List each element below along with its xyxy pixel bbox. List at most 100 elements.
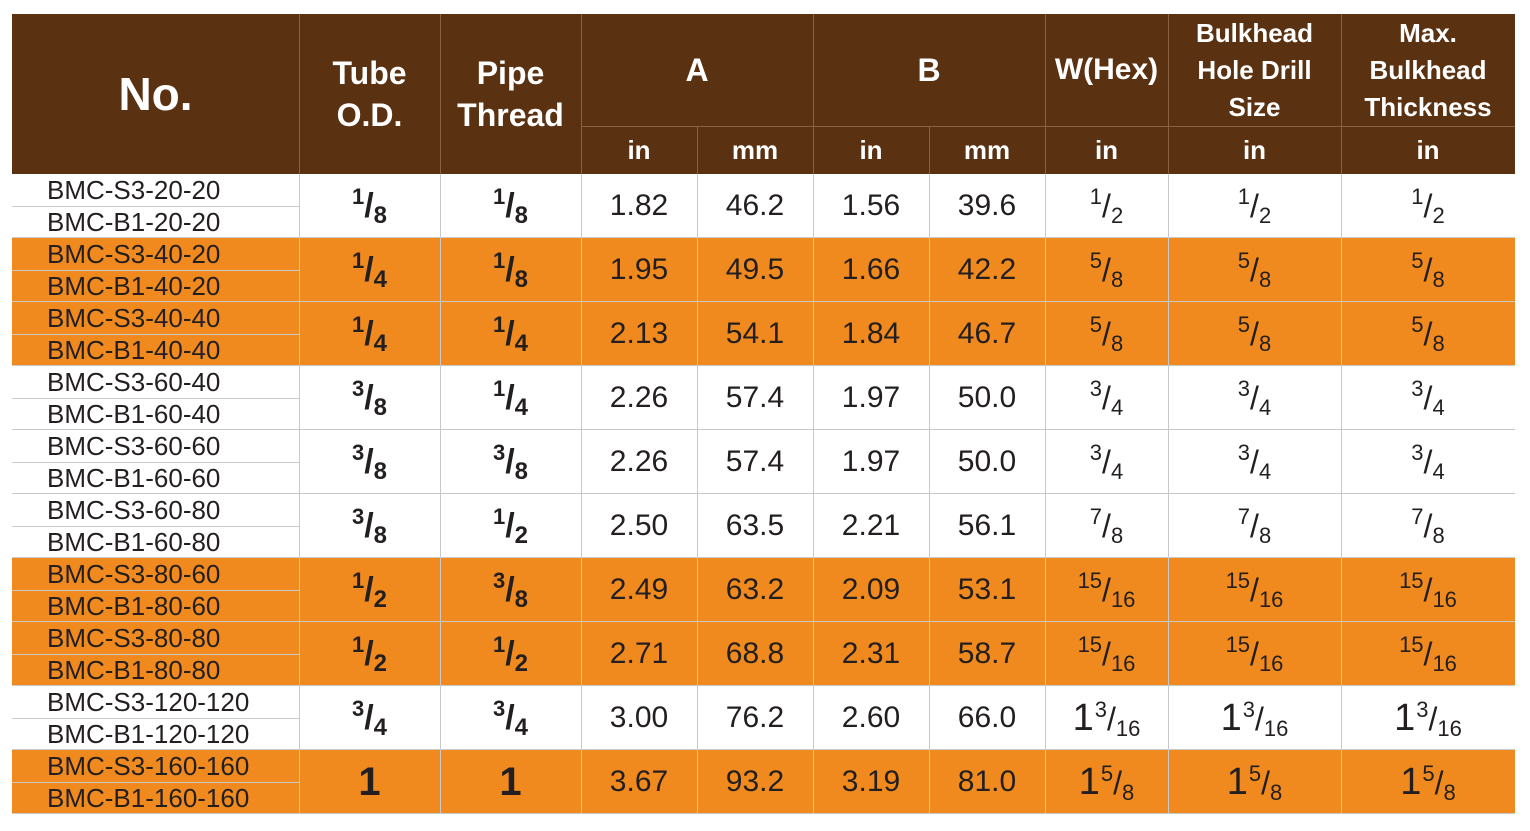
header-no: No. [12, 14, 299, 174]
cell-pipe: 1/4 [440, 302, 581, 366]
cell-pipe: 1/2 [440, 494, 581, 558]
fraction-value: 3/4 [351, 695, 388, 741]
cell-a-in: 2.49 [581, 558, 697, 622]
cell-hex: 1 5/8 [1045, 750, 1168, 814]
table-row: BMC-S3-160-160 BMC-B1-160-160 1 1 3.67 93.2 3.… [12, 750, 1515, 814]
cell-hex: 15/16 [1045, 622, 1168, 686]
cell-pipe: 1/4 [440, 366, 581, 430]
fraction-value: 1/2 [351, 631, 388, 677]
cell-b-in: 2.60 [813, 686, 929, 750]
part-number-s3: BMC-S3-60-80 [47, 495, 221, 525]
cell-b-in: 2.09 [813, 558, 929, 622]
cell-drill: 7/8 [1168, 494, 1341, 558]
cell-a-mm: 76.2 [697, 686, 813, 750]
table-row: BMC-S3-80-80 BMC-B1-80-80 1/2 1/2 2.71 68.8 2.… [12, 622, 1515, 686]
cell-b-mm: 66.0 [929, 686, 1045, 750]
cell-value: 81.0 [957, 765, 1017, 798]
cell-pipe: 3/8 [440, 430, 581, 494]
fraction-value: 3/4 [1237, 375, 1272, 420]
cell-thick: 3/4 [1341, 366, 1515, 430]
cell-value: 63.2 [725, 573, 785, 606]
cell-b-mm: 46.7 [929, 302, 1045, 366]
fraction-value: 7/8 [1411, 503, 1445, 548]
cell-b-in: 1.97 [813, 430, 929, 494]
fraction-value: 15/16 [1399, 567, 1457, 612]
unit-b-mm: mm [929, 126, 1045, 174]
cell-a-mm: 46.2 [697, 174, 813, 238]
cell-b-in: 1.97 [813, 366, 929, 430]
cell-b-in: 1.66 [813, 238, 929, 302]
table-row: BMC-S3-60-40 BMC-B1-60-40 3/8 1/4 2.26 57.4 1.… [12, 366, 1515, 430]
cell-hex: 7/8 [1045, 494, 1168, 558]
fraction-value: 1/8 [492, 183, 529, 229]
cell-tube: 1/2 [299, 622, 440, 686]
fraction-value: 3/4 [1089, 375, 1124, 420]
fraction-value: 15/16 [1225, 567, 1284, 612]
header-pipe-thread: Pipe Thread [440, 14, 581, 174]
cell-thick: 15/16 [1341, 622, 1515, 686]
header-pipe-thread-line1: Pipe [476, 55, 545, 91]
cell-b-mm: 56.1 [929, 494, 1045, 558]
cell-b-mm: 81.0 [929, 750, 1045, 814]
header-tube-od-line2: O.D. [336, 97, 403, 133]
cell-pipe: 3/8 [440, 558, 581, 622]
header-bulkhead-hole-line1: Bulkhead [1195, 17, 1314, 48]
cell-pipe: 1/8 [440, 238, 581, 302]
header-pipe-thread-line2: Thread [457, 97, 564, 133]
cell-hex: 5/8 [1045, 302, 1168, 366]
fitting-dimensions-table: No. Tube O.D. Pipe Thread A B W(Hex) Bul… [12, 14, 1515, 816]
cell-tube: 3/8 [299, 430, 440, 494]
cell-value: 39.6 [957, 189, 1017, 222]
header-bulkhead-hole-line2: Hole Drill [1197, 54, 1312, 85]
header-max-bulkhead-line3: Thickness [1364, 91, 1492, 122]
fraction-value: 15/16 [1077, 567, 1136, 612]
part-number-b1: BMC-B1-60-80 [47, 527, 221, 557]
cell-tube: 1/2 [299, 558, 440, 622]
cell-tube: 1/4 [299, 238, 440, 302]
part-number-b1: BMC-B1-40-40 [47, 335, 221, 365]
table-row: BMC-S3-120-120 BMC-B1-120-120 3/4 3/4 3.00 76… [12, 686, 1515, 750]
fraction-value: 15/16 [1225, 631, 1284, 676]
cell-hex: 5/8 [1045, 238, 1168, 302]
fraction-value: 5/8 [1089, 311, 1124, 356]
cell-b-in: 3.19 [813, 750, 929, 814]
cell-value: 2.60 [841, 701, 901, 734]
cell-drill: 5/8 [1168, 238, 1341, 302]
part-number-s3: BMC-S3-60-40 [47, 367, 221, 397]
header-tube-od-line1: Tube [332, 55, 407, 91]
cell-a-mm: 57.4 [697, 430, 813, 494]
cell-a-mm: 54.1 [697, 302, 813, 366]
fraction-value: 5/8 [1411, 247, 1445, 292]
cell-value: 3.19 [841, 765, 901, 798]
cell-drill: 5/8 [1168, 302, 1341, 366]
cell-value: 50.0 [957, 445, 1017, 478]
cell-value: 2.21 [841, 509, 901, 542]
header-tube-od: Tube O.D. [299, 14, 440, 174]
cell-tube: 3/8 [299, 366, 440, 430]
fraction-value: 1 3/16 [1220, 696, 1289, 741]
cell-value: 42.2 [957, 253, 1017, 286]
fraction-value: 1/4 [492, 375, 529, 421]
cell-b-mm: 53.1 [929, 558, 1045, 622]
cell-value: 2.26 [609, 381, 669, 414]
header-max-bulkhead-line2: Bulkhead [1369, 54, 1487, 85]
cell-b-in: 2.21 [813, 494, 929, 558]
cell-a-in: 3.00 [581, 686, 697, 750]
cell-value: 1.84 [841, 317, 901, 350]
header-max-bulkhead-line1: Max. [1399, 17, 1457, 48]
fraction-value: 3/4 [1237, 439, 1272, 484]
cell-value: 1.97 [841, 381, 901, 414]
cell-drill: 15/16 [1168, 558, 1341, 622]
fraction-value: 1/4 [351, 247, 388, 293]
part-number-s3: BMC-S3-40-20 [47, 239, 221, 269]
fraction-value: 5/8 [1237, 311, 1272, 356]
cell-b-mm: 58.7 [929, 622, 1045, 686]
cell-b-mm: 42.2 [929, 238, 1045, 302]
table-row: BMC-S3-60-80 BMC-B1-60-80 3/8 1/2 2.50 63.5 2.… [12, 494, 1515, 558]
cell-b-in: 1.56 [813, 174, 929, 238]
part-number-s3: BMC-S3-120-120 [47, 687, 250, 717]
fraction-value: 5/8 [1237, 247, 1272, 292]
fraction-value: 1/8 [351, 183, 388, 229]
cell-value: 2.50 [609, 509, 669, 542]
part-number-b1: BMC-B1-80-60 [47, 591, 221, 621]
